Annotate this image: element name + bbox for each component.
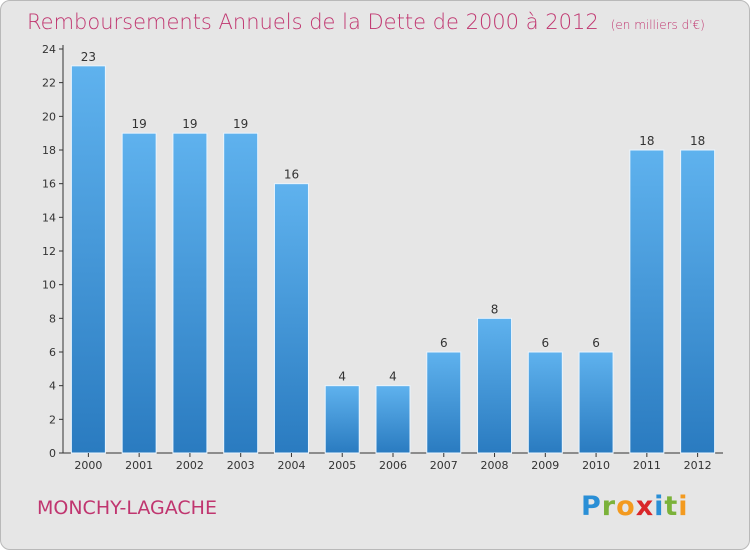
- x-tick-label-2003: 2003: [227, 459, 255, 472]
- y-tick-label: 6: [49, 346, 56, 359]
- y-tick-label: 14: [42, 211, 56, 224]
- y-tick-label: 12: [42, 245, 56, 258]
- logo-letter: r: [601, 491, 617, 522]
- chart-unit: (en milliers d'€): [610, 18, 705, 32]
- data-label-2005: 4: [338, 370, 346, 384]
- logo-letter: x: [635, 491, 655, 522]
- bar-2011: [629, 149, 665, 454]
- data-label-2000: 23: [81, 50, 96, 64]
- bar-2007: [426, 351, 462, 454]
- bar-2009: [527, 351, 563, 454]
- x-tick-label-2001: 2001: [125, 459, 153, 472]
- y-tick-label: 18: [42, 144, 56, 157]
- bar-2001: [121, 132, 157, 454]
- y-tick-label: 22: [42, 77, 56, 90]
- x-tick-label-2012: 2012: [684, 459, 712, 472]
- data-label-2007: 6: [440, 336, 448, 350]
- x-tick-label-2011: 2011: [633, 459, 661, 472]
- x-tick-label-2005: 2005: [328, 459, 356, 472]
- y-tick-label: 10: [42, 279, 56, 292]
- bar-2008: [477, 317, 513, 454]
- logo-letter: i: [678, 491, 689, 522]
- x-tick-label-2004: 2004: [277, 459, 305, 472]
- x-tick-label-2010: 2010: [582, 459, 610, 472]
- x-tick-label-2008: 2008: [481, 459, 509, 472]
- data-label-2004: 16: [284, 168, 299, 182]
- chart-title: Remboursements Annuels de la Dette de 20…: [27, 10, 705, 34]
- chart-title-text: Remboursements Annuels de la Dette de 20…: [27, 10, 599, 34]
- commune-name: MONCHY-LAGACHE: [37, 497, 217, 519]
- logo-letter: i: [654, 491, 665, 522]
- data-label-2002: 19: [182, 117, 197, 131]
- data-label-2006: 4: [389, 370, 397, 384]
- y-tick-label: 0: [49, 447, 56, 460]
- proxiti-logo: Proxiti: [581, 491, 689, 522]
- bar-2004: [273, 183, 309, 454]
- data-label-2011: 18: [639, 134, 654, 148]
- logo-letter: P: [581, 491, 602, 522]
- y-tick-label: 20: [42, 110, 56, 123]
- x-tick-label-2007: 2007: [430, 459, 458, 472]
- data-label-2003: 19: [233, 117, 248, 131]
- logo-letter: t: [664, 491, 679, 522]
- data-label-2012: 18: [690, 134, 705, 148]
- bar-2006: [375, 385, 411, 454]
- y-tick-label: 4: [49, 380, 56, 393]
- bar-2005: [324, 385, 360, 454]
- data-label-2009: 6: [541, 336, 549, 350]
- y-tick-label: 2: [49, 413, 56, 426]
- bar-2010: [578, 351, 614, 454]
- bar-2003: [223, 132, 259, 454]
- y-tick-label: 16: [42, 178, 56, 191]
- data-label-2001: 19: [132, 117, 147, 131]
- x-tick-label-2000: 2000: [74, 459, 102, 472]
- x-tick-label-2006: 2006: [379, 459, 407, 472]
- bar-2012: [680, 149, 716, 454]
- data-label-2008: 8: [491, 302, 499, 316]
- y-tick-label: 24: [42, 43, 56, 56]
- x-tick-label-2002: 2002: [176, 459, 204, 472]
- logo-letter: o: [616, 491, 636, 522]
- bar-2000: [70, 65, 106, 454]
- y-tick-label: 8: [49, 312, 56, 325]
- x-tick-label-2009: 2009: [531, 459, 559, 472]
- bar-2002: [172, 132, 208, 454]
- data-label-2010: 6: [592, 336, 600, 350]
